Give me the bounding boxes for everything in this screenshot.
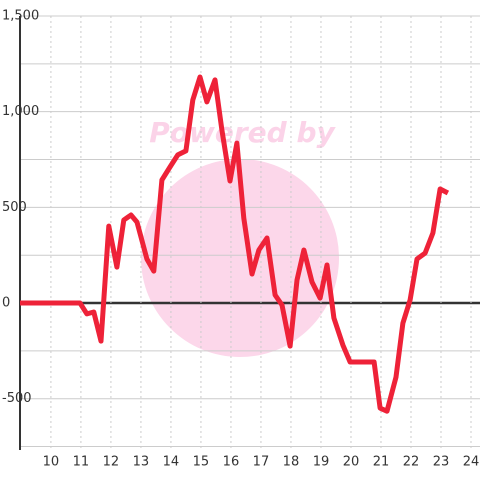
plot <box>20 74 450 414</box>
x-tick-label: 23 <box>433 455 450 470</box>
x-tick-label: 14 <box>163 455 180 470</box>
y-tick-label: 500 <box>2 200 27 215</box>
x-tick-label: 24 <box>463 455 480 470</box>
x-tick-label: 10 <box>43 455 60 470</box>
x-tick-label: 19 <box>313 455 330 470</box>
x-tick-label: 11 <box>73 455 90 470</box>
y-tick-label: 1,000 <box>2 104 39 119</box>
x-tick-label: 15 <box>193 455 210 470</box>
labels: 1,500 1,000 500 0 -500 10 11 12 13 14 15 16 17 18 19 20… <box>2 9 479 470</box>
watermark-text: Powered by <box>149 116 336 149</box>
y-tick-label: -500 <box>2 391 32 406</box>
x-tick-label: 20 <box>343 455 360 470</box>
y-tick-label: 0 <box>2 296 10 311</box>
x-tick-label: 13 <box>133 455 150 470</box>
x-tick-label: 12 <box>103 455 120 470</box>
x-tick-label: 18 <box>283 455 300 470</box>
line <box>20 74 450 414</box>
x-tick-label: 21 <box>373 455 390 470</box>
x-tick-label: 17 <box>253 455 270 470</box>
y-tick-label: 1,500 <box>2 9 39 24</box>
x-tick-label: 16 <box>223 455 240 470</box>
x-tick-label: 22 <box>403 455 420 470</box>
watermark-circle <box>141 159 339 357</box>
